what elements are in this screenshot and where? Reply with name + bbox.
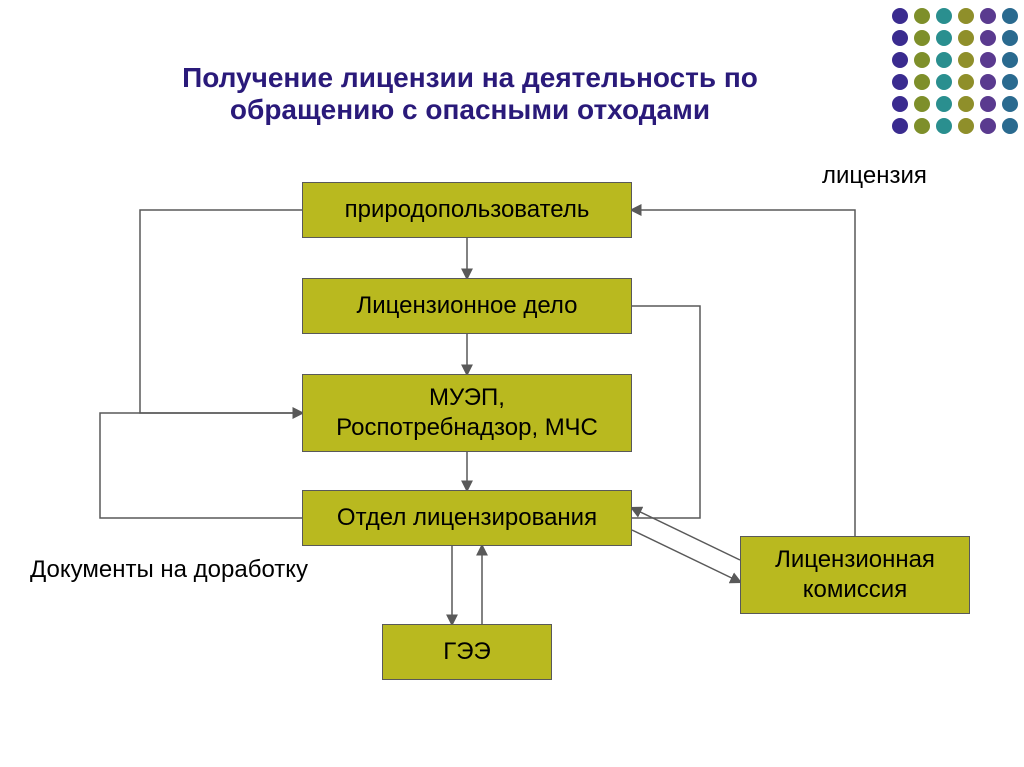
node-n1: природопользователь — [302, 182, 632, 238]
dot-icon — [936, 118, 952, 134]
dot-icon — [914, 118, 930, 134]
dot-icon — [958, 52, 974, 68]
edge-5 — [140, 210, 302, 413]
dot-icon — [892, 96, 908, 112]
dot-icon — [1002, 74, 1018, 90]
node-n4: Отдел лицензирования — [302, 490, 632, 546]
dot-icon — [958, 118, 974, 134]
dot-icon — [1002, 118, 1018, 134]
dot-icon — [892, 30, 908, 46]
diagram-stage: Получение лицензии на деятельность по об… — [0, 0, 1024, 767]
dot-icon — [980, 96, 996, 112]
dot-icon — [936, 8, 952, 24]
edge-8 — [632, 508, 740, 560]
dot-icon — [936, 30, 952, 46]
dot-icon — [914, 8, 930, 24]
edge-7 — [632, 306, 700, 518]
dot-icon — [958, 8, 974, 24]
dot-icon — [892, 74, 908, 90]
label-l_documents: Документы на доработку — [30, 556, 308, 584]
dot-icon — [980, 118, 996, 134]
node-n6: Лицензионная комиссия — [740, 536, 970, 614]
node-n2: Лицензионное дело — [302, 278, 632, 334]
dot-icon — [936, 96, 952, 112]
dot-icon — [958, 74, 974, 90]
dot-icon — [892, 52, 908, 68]
decorative-dots — [892, 8, 1024, 140]
dot-icon — [980, 30, 996, 46]
edge-10 — [632, 210, 855, 536]
dot-icon — [936, 74, 952, 90]
label-l_license: лицензия — [822, 162, 927, 190]
dot-icon — [1002, 30, 1018, 46]
dot-icon — [892, 118, 908, 134]
dot-icon — [914, 30, 930, 46]
dot-icon — [914, 96, 930, 112]
edge-9 — [632, 530, 740, 582]
edge-6 — [100, 413, 302, 518]
dot-icon — [914, 52, 930, 68]
node-n5: ГЭЭ — [382, 624, 552, 680]
dot-icon — [914, 74, 930, 90]
dot-icon — [1002, 96, 1018, 112]
dot-icon — [958, 30, 974, 46]
dot-icon — [892, 8, 908, 24]
dot-icon — [936, 52, 952, 68]
node-n3: МУЭП, Роспотребнадзор, МЧС — [302, 374, 632, 452]
dot-icon — [980, 74, 996, 90]
dot-icon — [980, 8, 996, 24]
page-title: Получение лицензии на деятельность по об… — [100, 62, 840, 142]
dot-icon — [1002, 8, 1018, 24]
dot-icon — [980, 52, 996, 68]
dot-icon — [1002, 52, 1018, 68]
dot-icon — [958, 96, 974, 112]
